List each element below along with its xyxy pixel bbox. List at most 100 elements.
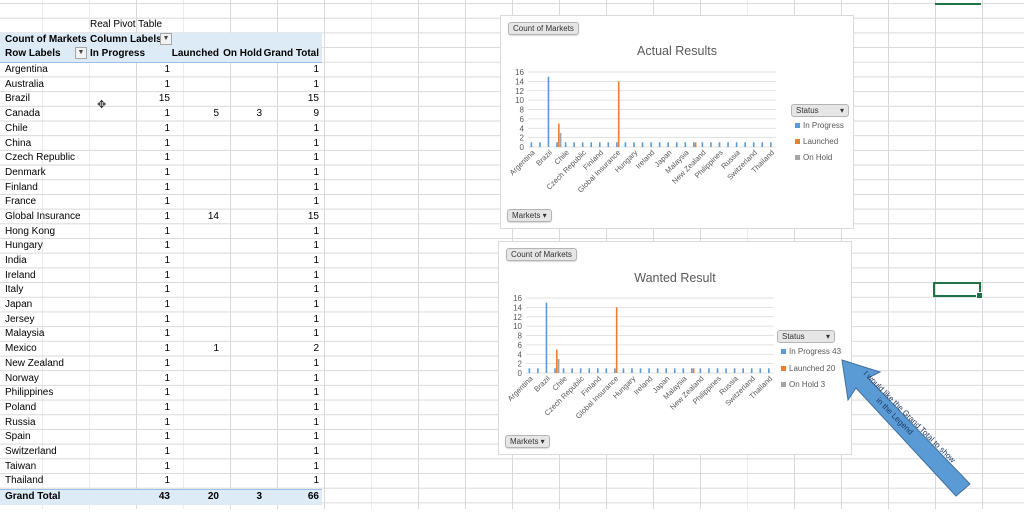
table-row[interactable]: Czech Republic 1 1	[0, 151, 322, 166]
count-of-markets-field-button[interactable]: Count of Markets	[506, 248, 577, 261]
actual-results-chart[interactable]: Count of Markets Actual Results 0 2 4 6 8 10 1…	[500, 15, 854, 229]
x-tick-label: Brazil	[532, 374, 552, 394]
on-hold-header: On Hold	[223, 48, 262, 60]
table-row[interactable]: Hong Kong 1 1	[0, 225, 322, 240]
grand-total-value: 1	[313, 78, 319, 90]
row-label: Czech Republic	[5, 152, 76, 164]
table-row[interactable]: Jersey 1 1	[0, 313, 322, 328]
in-progress-value: 1	[164, 357, 170, 369]
legend-in-progress: In Progress	[795, 121, 844, 130]
markets-axis-button[interactable]: Markets ▾	[505, 435, 550, 448]
bar-in-progress	[693, 142, 695, 147]
grand-total-value: 1	[313, 475, 319, 487]
table-row[interactable]: Hungary 1 1	[0, 239, 322, 254]
bar-launched	[615, 307, 618, 373]
pivot-title: Real Pivot Table	[90, 19, 163, 30]
grand-total-on-hold: 3	[256, 491, 262, 502]
table-row[interactable]: Brazil 15 15	[0, 92, 322, 107]
callout-arrow-shape	[841, 359, 971, 497]
in-progress-value: 1	[164, 460, 170, 472]
table-row[interactable]: Denmark 1 1	[0, 166, 322, 181]
bar-in-progress	[539, 142, 541, 147]
row-labels-filter-button[interactable]: ▼	[75, 47, 87, 60]
x-tick-label: Ireland	[634, 148, 657, 171]
bar-in-progress	[725, 368, 727, 373]
table-row[interactable]: Global Insurance 1 14 15	[0, 210, 322, 225]
row-label: Poland	[5, 401, 37, 413]
row-labels-header[interactable]: Row Labels	[5, 48, 61, 60]
bar-in-progress	[564, 142, 567, 147]
y-tick-label: 14	[513, 303, 522, 312]
table-row[interactable]: Canada 1 5 3 9	[0, 107, 322, 122]
markets-axis-button[interactable]: Markets ▾	[507, 209, 552, 222]
launched-value: 14	[207, 210, 219, 222]
bar-in-progress	[742, 368, 744, 373]
grand-total-label: Grand Total	[5, 491, 61, 502]
table-row[interactable]: New Zealand 1 1	[0, 357, 322, 372]
table-row[interactable]: Spain 1 1	[0, 430, 322, 445]
table-row[interactable]: Poland 1 1	[0, 401, 322, 416]
bar-in-progress	[648, 368, 650, 373]
column-labels-header[interactable]: Column Labels	[90, 33, 162, 45]
bar-in-progress	[554, 368, 556, 373]
wanted-result-chart[interactable]: Count of Markets Wanted Result 0 2 4 6 8 10 12…	[498, 241, 852, 455]
row-label: Norway	[5, 372, 39, 384]
bar-in-progress	[562, 368, 565, 373]
bar-in-progress	[631, 368, 633, 373]
pivot-column-headers: Row Labels ▼ In Progress Launched On Hol…	[0, 47, 322, 64]
grand-total-value: 1	[313, 181, 319, 193]
in-progress-value: 1	[164, 313, 170, 325]
table-row[interactable]: China 1 1	[0, 137, 322, 152]
selected-cell[interactable]	[933, 282, 983, 299]
table-row[interactable]: Ireland 1 1	[0, 269, 322, 284]
y-tick-label: 14	[515, 77, 524, 86]
launched-header: Launched	[171, 48, 219, 60]
y-tick-label: 6	[520, 115, 525, 124]
bar-on-hold	[559, 132, 562, 147]
column-labels-filter-button[interactable]: ▼	[160, 32, 172, 45]
in-progress-value: 1	[164, 387, 170, 399]
bar-in-progress	[701, 142, 704, 147]
row-label: India	[5, 255, 27, 266]
in-progress-value: 1	[164, 416, 170, 428]
grand-total-value: 15	[307, 210, 319, 222]
row-label: Brazil	[5, 93, 31, 105]
table-row[interactable]: Argentina 1 1	[0, 63, 322, 78]
status-legend-button[interactable]: Status ▾	[777, 330, 835, 343]
table-row[interactable]: France 1 1	[0, 195, 322, 210]
table-row[interactable]: Norway 1 1	[0, 372, 322, 387]
table-row[interactable]: Finland 1 1	[0, 181, 322, 196]
table-row[interactable]: Mexico 1 1 2	[0, 342, 322, 357]
status-legend-button[interactable]: Status ▾	[791, 104, 849, 117]
bar-in-progress	[547, 76, 550, 147]
table-row[interactable]: Malaysia 1 1	[0, 327, 322, 342]
table-row[interactable]: Switzerland 1 1	[0, 445, 322, 460]
bar-in-progress	[622, 368, 625, 373]
in-progress-value: 1	[164, 445, 170, 457]
table-row[interactable]: Italy 1 1	[0, 283, 322, 298]
row-label: New Zealand	[5, 357, 64, 369]
pivot-table[interactable]: Real Pivot Table Count of Markets Column…	[0, 18, 322, 505]
column-selection-indicator	[935, 0, 981, 5]
bar-launched	[617, 81, 620, 147]
grand-total-value: 1	[313, 284, 319, 296]
table-row[interactable]: Philippines 1 1	[0, 386, 322, 401]
legend-on-hold: On Hold 3	[781, 380, 825, 389]
table-row[interactable]: Thailand 1 1	[0, 474, 322, 489]
table-row[interactable]: India 1 1	[0, 254, 322, 269]
grand-total-value: 1	[313, 152, 319, 164]
in-progress-value: 1	[164, 181, 170, 193]
bar-in-progress	[656, 368, 659, 373]
table-row[interactable]: Chile 1 1	[0, 122, 322, 137]
table-row[interactable]: Japan 1 1	[0, 298, 322, 313]
bar-in-progress	[571, 368, 573, 373]
row-label: Malaysia	[5, 328, 45, 340]
table-row[interactable]: Russia 1 1	[0, 416, 322, 431]
table-row[interactable]: Australia 1 1	[0, 78, 322, 93]
bar-in-progress	[658, 142, 661, 147]
bar-in-progress	[727, 142, 729, 147]
table-row[interactable]: Taiwan 1 1	[0, 460, 322, 475]
in-progress-value: 1	[164, 166, 170, 178]
on-hold-value: 3	[256, 108, 262, 120]
count-of-markets-field-button[interactable]: Count of Markets	[508, 22, 579, 35]
